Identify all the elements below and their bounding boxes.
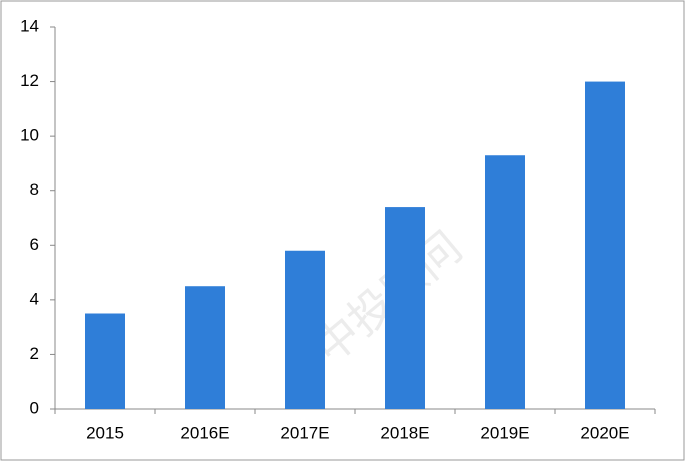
- y-tick-label: 4: [30, 289, 39, 308]
- x-tick-label: 2019E: [480, 423, 529, 442]
- x-tick-label: 2016E: [180, 423, 229, 442]
- y-tick-label: 8: [30, 180, 39, 199]
- x-tick-label: 2020E: [580, 423, 629, 442]
- y-tick-label: 0: [30, 398, 39, 417]
- y-tick-label: 10: [20, 126, 39, 145]
- bar: [285, 250, 325, 409]
- y-tick-label: 2: [30, 344, 39, 363]
- bar: [185, 286, 225, 409]
- y-tick-label: 6: [30, 235, 39, 254]
- bar: [85, 313, 125, 409]
- x-tick-label: 2017E: [280, 423, 329, 442]
- bar: [385, 207, 425, 409]
- y-tick-label: 12: [20, 71, 39, 90]
- y-tick-label: 14: [20, 16, 39, 35]
- x-tick-label: 2015: [86, 423, 124, 442]
- bar: [585, 81, 625, 410]
- x-tick-label: 2018E: [380, 423, 429, 442]
- bar: [485, 155, 525, 409]
